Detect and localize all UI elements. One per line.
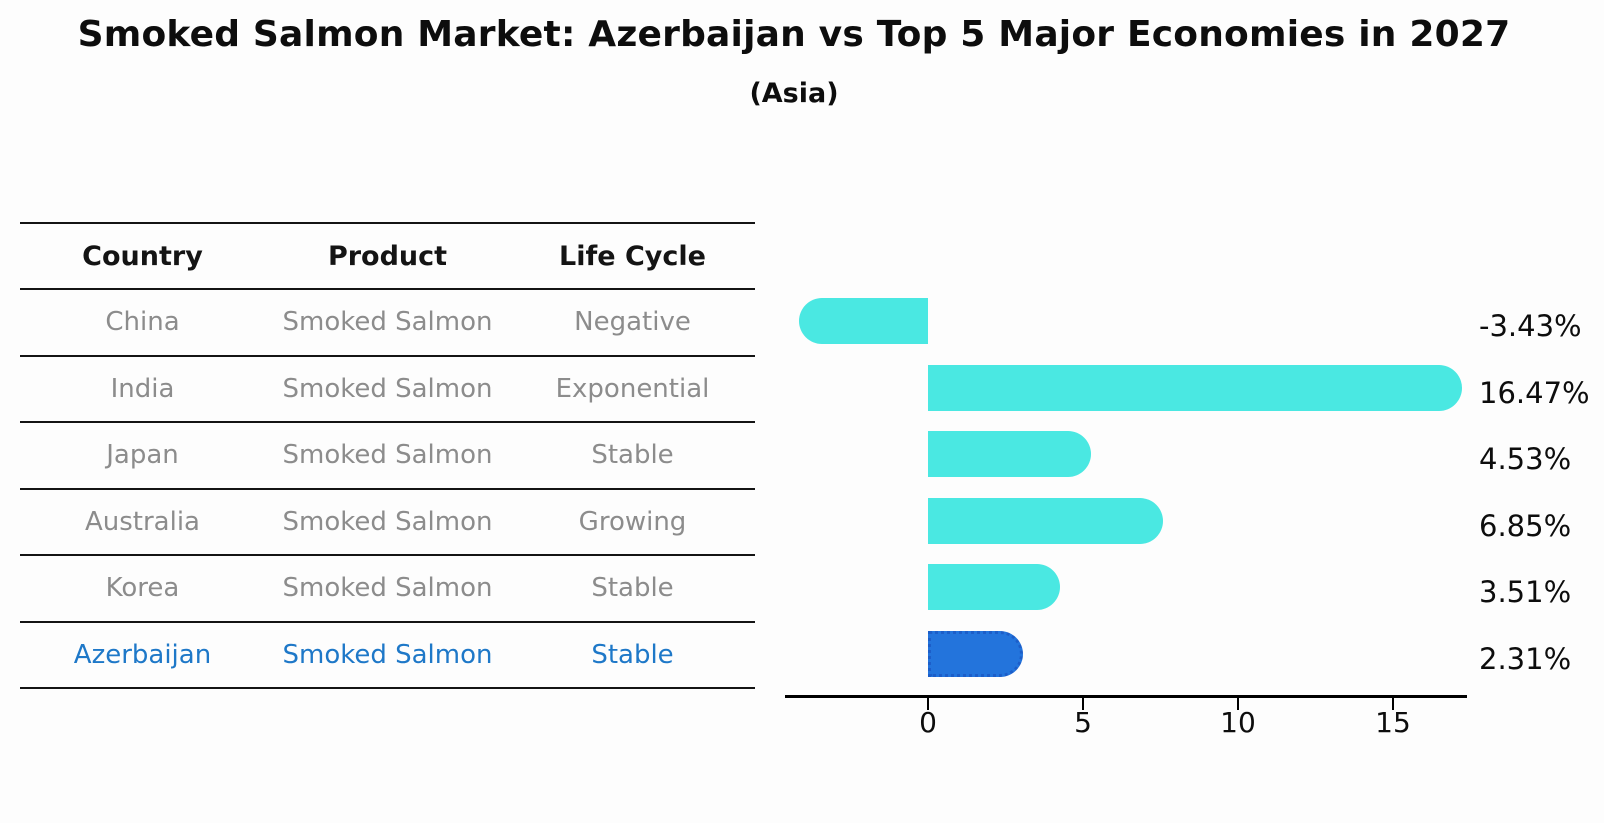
country-cell: Azerbaijan	[73, 639, 212, 670]
table-row: Japan Smoked Salmon Stable	[20, 423, 755, 490]
bar-india	[928, 364, 1462, 411]
x-axis-tick	[1082, 698, 1084, 710]
bar-japan	[928, 431, 1092, 478]
bar-australia	[928, 497, 1164, 544]
x-axis-tick-label: 0	[919, 706, 937, 739]
product-cell: Smoked Salmon	[282, 639, 493, 670]
table-row: Korea Smoked Salmon Stable	[20, 556, 755, 623]
column-header-life-cycle: Life Cycle	[559, 240, 706, 272]
lifecycle-cell: Growing	[578, 506, 687, 537]
table-header-row: Country Product Life Cycle	[20, 224, 755, 290]
lifecycle-cell: Stable	[591, 573, 674, 604]
table-row: India Smoked Salmon Exponential	[20, 357, 755, 423]
x-axis-tick	[1392, 698, 1394, 710]
country-cell: Korea	[105, 573, 180, 604]
value-label: 6.85%	[1479, 508, 1572, 543]
product-cell: Smoked Salmon	[282, 440, 493, 471]
product-cell: Smoked Salmon	[282, 573, 493, 604]
value-label: 4.53%	[1479, 442, 1572, 477]
chart-subtitle: (Asia)	[749, 78, 839, 109]
x-axis-tick-label: 15	[1375, 706, 1411, 739]
lifecycle-cell: Stable	[591, 639, 674, 670]
product-cell: Smoked Salmon	[282, 373, 493, 404]
table-rows: China Smoked Salmon Negative India Smoked Sa…	[20, 290, 755, 689]
chart-title: Smoked Salmon Market: Azerbaijan vs Top …	[77, 14, 1511, 55]
x-axis-tick-label: 10	[1220, 706, 1256, 739]
value-label: 2.31%	[1479, 642, 1572, 676]
bar-korea	[928, 564, 1060, 611]
country-cell: India	[110, 373, 175, 404]
x-axis-tick	[927, 698, 929, 710]
bar-azerbaijan	[928, 631, 1023, 677]
country-cell: Japan	[106, 440, 179, 471]
lifecycle-cell: Negative	[574, 307, 691, 338]
bar-china	[798, 298, 928, 344]
value-label: -3.43%	[1479, 309, 1582, 343]
value-label: 3.51%	[1479, 575, 1572, 610]
column-header-country: Country	[82, 240, 203, 272]
lifecycle-cell: Exponential	[555, 373, 710, 404]
x-axis-tick-label: 5	[1074, 706, 1092, 739]
lifecycle-cell: Stable	[591, 440, 674, 471]
x-axis-line	[785, 695, 1467, 698]
product-cell: Smoked Salmon	[282, 307, 493, 338]
value-label: 16.47%	[1479, 375, 1590, 410]
product-cell: Smoked Salmon	[282, 506, 493, 537]
table-row: China Smoked Salmon Negative	[20, 290, 755, 357]
column-header-product: Product	[327, 240, 448, 272]
table-row: Australia Smoked Salmon Growing	[20, 490, 755, 556]
country-cell: Australia	[84, 506, 200, 537]
table-row: Azerbaijan Smoked Salmon Stable	[20, 623, 755, 689]
country-cell: China	[105, 307, 180, 338]
comparison-table: Country Product Life Cycle China Smoked Sal…	[20, 222, 755, 689]
x-axis-tick	[1237, 698, 1239, 710]
